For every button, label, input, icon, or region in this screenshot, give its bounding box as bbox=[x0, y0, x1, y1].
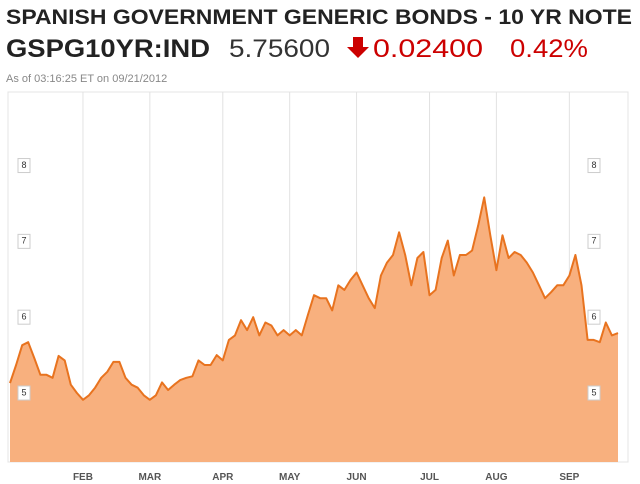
y-tick-label: 6 bbox=[591, 312, 596, 322]
y-tick-label: 7 bbox=[21, 236, 26, 246]
y-tick-box bbox=[587, 158, 601, 174]
y-tick-box bbox=[17, 309, 31, 325]
y-tick-box bbox=[17, 158, 31, 174]
x-tick-label: MAY bbox=[279, 472, 301, 483]
y-tick-box bbox=[587, 233, 601, 249]
y-tick-box bbox=[587, 309, 601, 325]
x-tick-label: JUL bbox=[420, 472, 439, 483]
y-tick-box bbox=[17, 385, 31, 401]
area bbox=[10, 197, 618, 462]
down-arrow bbox=[347, 37, 369, 58]
x-tick-label: SEP bbox=[559, 472, 579, 483]
change-pct: 0.42% bbox=[510, 35, 588, 63]
title: SPANISH GOVERNMENT GENERIC BONDS - 10 YR… bbox=[6, 6, 632, 29]
y-tick-box bbox=[587, 385, 601, 401]
y-tick-label: 6 bbox=[21, 312, 26, 322]
y-tick-label: 8 bbox=[21, 160, 26, 170]
ticker: GSPG10YR:IND bbox=[6, 35, 210, 63]
y-tick-label: 7 bbox=[591, 236, 596, 246]
x-tick-label: JUN bbox=[347, 472, 367, 483]
price: 5.75600 bbox=[229, 35, 330, 63]
x-tick-label: MAR bbox=[138, 472, 162, 483]
timestamp: As of 03:16:25 ET on 09/21/2012 bbox=[6, 73, 167, 85]
x-tick-label: FEB bbox=[73, 472, 93, 483]
y-tick-box bbox=[17, 233, 31, 249]
line bbox=[9, 196, 619, 401]
y-tick-label: 5 bbox=[21, 387, 26, 397]
x-tick-label: AUG bbox=[485, 472, 507, 483]
y-tick-label: 8 bbox=[591, 160, 596, 170]
x-tick-label: APR bbox=[212, 472, 234, 483]
change: 0.02400 bbox=[373, 35, 483, 63]
y-tick-label: 5 bbox=[591, 387, 596, 397]
